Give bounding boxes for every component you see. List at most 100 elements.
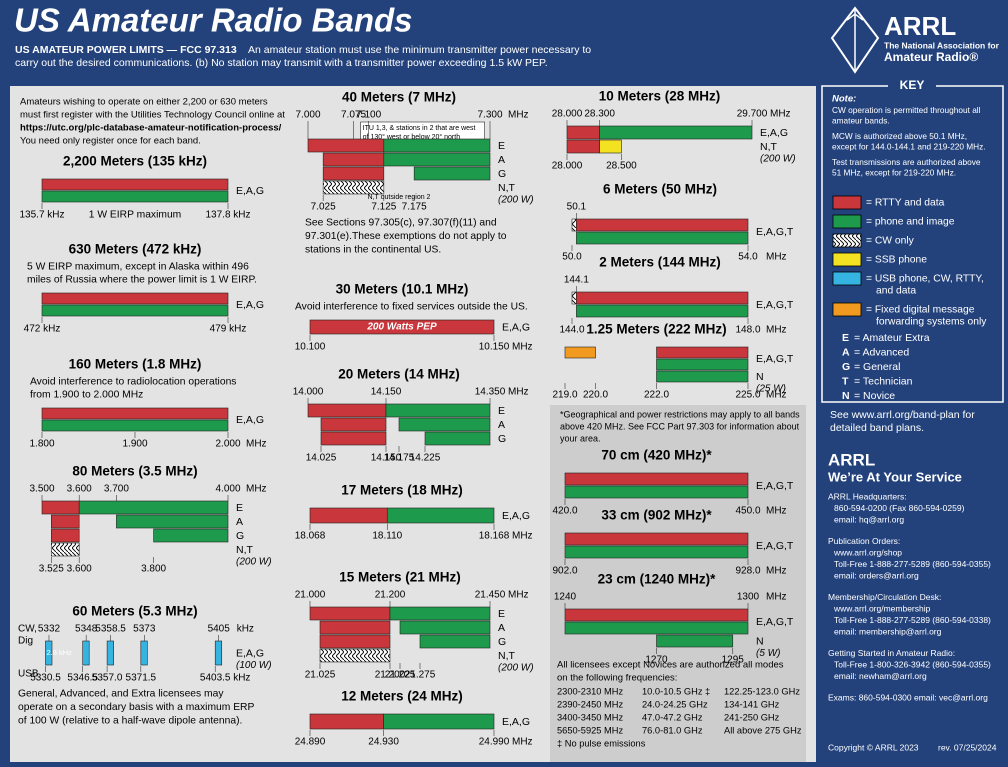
intro-line: Amateurs wishing to operate on either 2,… xyxy=(20,97,268,108)
page-title: US Amateur Radio Bands xyxy=(14,2,413,39)
unit-label: MHz xyxy=(508,590,529,601)
license-label: N xyxy=(756,635,764,647)
contact-line: www.arrl.org/membership xyxy=(833,603,931,613)
all-modes-text: All licensees except Novices are authori… xyxy=(557,660,784,671)
band-segment xyxy=(41,419,229,432)
footnote: ‡ No pulse emissions xyxy=(557,738,646,748)
service-subtitle: We’re At Your Service xyxy=(828,469,962,484)
frequency-label: 7.075 xyxy=(341,110,366,121)
legend-swatch xyxy=(832,302,862,317)
unit-label: MHz xyxy=(508,387,529,398)
license-label: A xyxy=(498,154,505,166)
class-name: = Novice xyxy=(854,390,895,402)
license-label: E,A,G xyxy=(236,414,264,426)
frequency-label: 7.100 xyxy=(356,110,381,121)
frequency-label: 5373 xyxy=(133,624,156,635)
legend-label: forwarding systems only xyxy=(876,317,987,328)
side-label: Dig xyxy=(18,636,33,647)
frequency-label: 21.450 xyxy=(475,590,506,601)
frequency-label: 14.150 xyxy=(371,453,402,464)
frequency-label: 1270 xyxy=(645,655,668,666)
frequency-label: 7.175 xyxy=(402,202,427,213)
license-label: N,T xyxy=(760,141,778,153)
frequency-cell: 2300-2310 MHz xyxy=(557,686,624,696)
unit-label: MHz xyxy=(766,252,787,263)
frequency-label: 225.0 xyxy=(735,390,760,401)
license-label: G xyxy=(498,433,506,445)
band-segment xyxy=(656,370,749,383)
unit-label: MHz xyxy=(512,531,533,542)
class-letter: T xyxy=(842,375,849,387)
all-modes-text: on the following frequencies: xyxy=(557,673,677,684)
band-segment xyxy=(564,532,749,546)
band-segment xyxy=(383,713,495,730)
band-note: operate on a secondary basis with a maxi… xyxy=(18,702,254,713)
bottom-note: 1 W EIRP maximum xyxy=(89,210,182,221)
frequency-label: 21.200 xyxy=(375,590,406,601)
license-label: N,T xyxy=(498,650,516,662)
note-heading: Note: xyxy=(832,94,856,105)
power-label: (200 W) xyxy=(760,154,796,165)
frequency-label: 29.700 xyxy=(737,109,768,120)
key-title-bg xyxy=(888,78,936,92)
frequency-label: 148.0 xyxy=(735,325,760,336)
frequency-label: 3.500 xyxy=(29,484,54,495)
class-name: = Advanced xyxy=(854,346,909,358)
unit-label: MHz xyxy=(508,110,529,121)
band-segment xyxy=(50,542,80,557)
class-name: = Technician xyxy=(854,375,913,387)
contact-line: 860-594-0200 (Fax 860-594-0259) xyxy=(834,503,965,513)
frequency-label: 14.225 xyxy=(410,453,441,464)
legend-label: = phone and image xyxy=(866,217,955,228)
legend-label: = CW only xyxy=(866,236,915,247)
key-note: amateur bands. xyxy=(832,116,890,126)
band-segment xyxy=(82,640,90,666)
band-title: 70 cm (420 MHz)* xyxy=(601,448,712,463)
band-note: 97.301(e).These exemptions do not apply … xyxy=(305,231,507,242)
license-label: N,T xyxy=(498,182,516,194)
band-title: 15 Meters (21 MHz) xyxy=(339,570,461,585)
band-segment xyxy=(386,507,495,524)
frequency-label: 24.930 xyxy=(368,737,399,748)
band-title: 2 Meters (144 MHz) xyxy=(599,255,721,270)
frequency-cell: 5650-5925 MHz xyxy=(557,725,624,735)
frequency-label: 5357.0 xyxy=(92,673,123,684)
key-note: MCW is authorized above 50.1 MHz, xyxy=(832,131,967,141)
legend-swatch xyxy=(832,233,862,248)
license-label: E,A,G xyxy=(502,321,530,333)
class-letter: G xyxy=(842,361,850,373)
license-label: E,A,G,T xyxy=(756,353,794,365)
frequency-label: 28.500 xyxy=(606,161,637,172)
logo-name: ARRL xyxy=(884,11,956,41)
unit-label: MHz xyxy=(766,592,787,603)
band-segment xyxy=(41,292,229,305)
contact-line: ARRL Headquarters: xyxy=(828,491,907,501)
license-label: E xyxy=(236,502,243,514)
band-note: miles of Russia where the power limit is… xyxy=(27,275,257,286)
license-label: E xyxy=(498,405,505,417)
frequency-label: 10.150 xyxy=(479,342,510,353)
band-segment xyxy=(599,125,753,140)
band-note: stations in the continental US. xyxy=(305,245,441,256)
inset-text: ITU 1,3, & stations in 2 that are west xyxy=(363,125,476,132)
contact-line: email: membership@arrl.org xyxy=(834,626,942,636)
band-segment xyxy=(322,152,385,167)
frequency-label: 1.800 xyxy=(29,439,54,450)
contact-line: Exams: 860-594-0300 email: vec@arrl.org xyxy=(828,692,988,702)
frequency-label: 5346.5 xyxy=(67,673,98,684)
legend-label: = SSB phone xyxy=(866,255,927,266)
frequency-label: 2.000 xyxy=(215,439,240,450)
license-label: E xyxy=(498,140,505,152)
frequency-cell: 3400-3450 MHz xyxy=(557,712,624,722)
frequency-cell: 76.0-81.0 GHz xyxy=(642,725,703,735)
frequency-label: 28.000 xyxy=(552,109,583,120)
band-title: 33 cm (902 MHz)* xyxy=(601,508,712,523)
power-label: (200 W) xyxy=(236,557,272,568)
frequency-label: 7.300 xyxy=(477,110,502,121)
frequency-label: 450.0 xyxy=(735,506,760,517)
band-title: 2,200 Meters (135 kHz) xyxy=(63,154,207,169)
band-title: 630 Meters (472 kHz) xyxy=(69,242,202,257)
inset-text: of 130° west or below 20° north xyxy=(363,133,461,141)
band-segment xyxy=(564,545,749,559)
geo-note: *Geographical and power restrictions may… xyxy=(560,409,800,419)
